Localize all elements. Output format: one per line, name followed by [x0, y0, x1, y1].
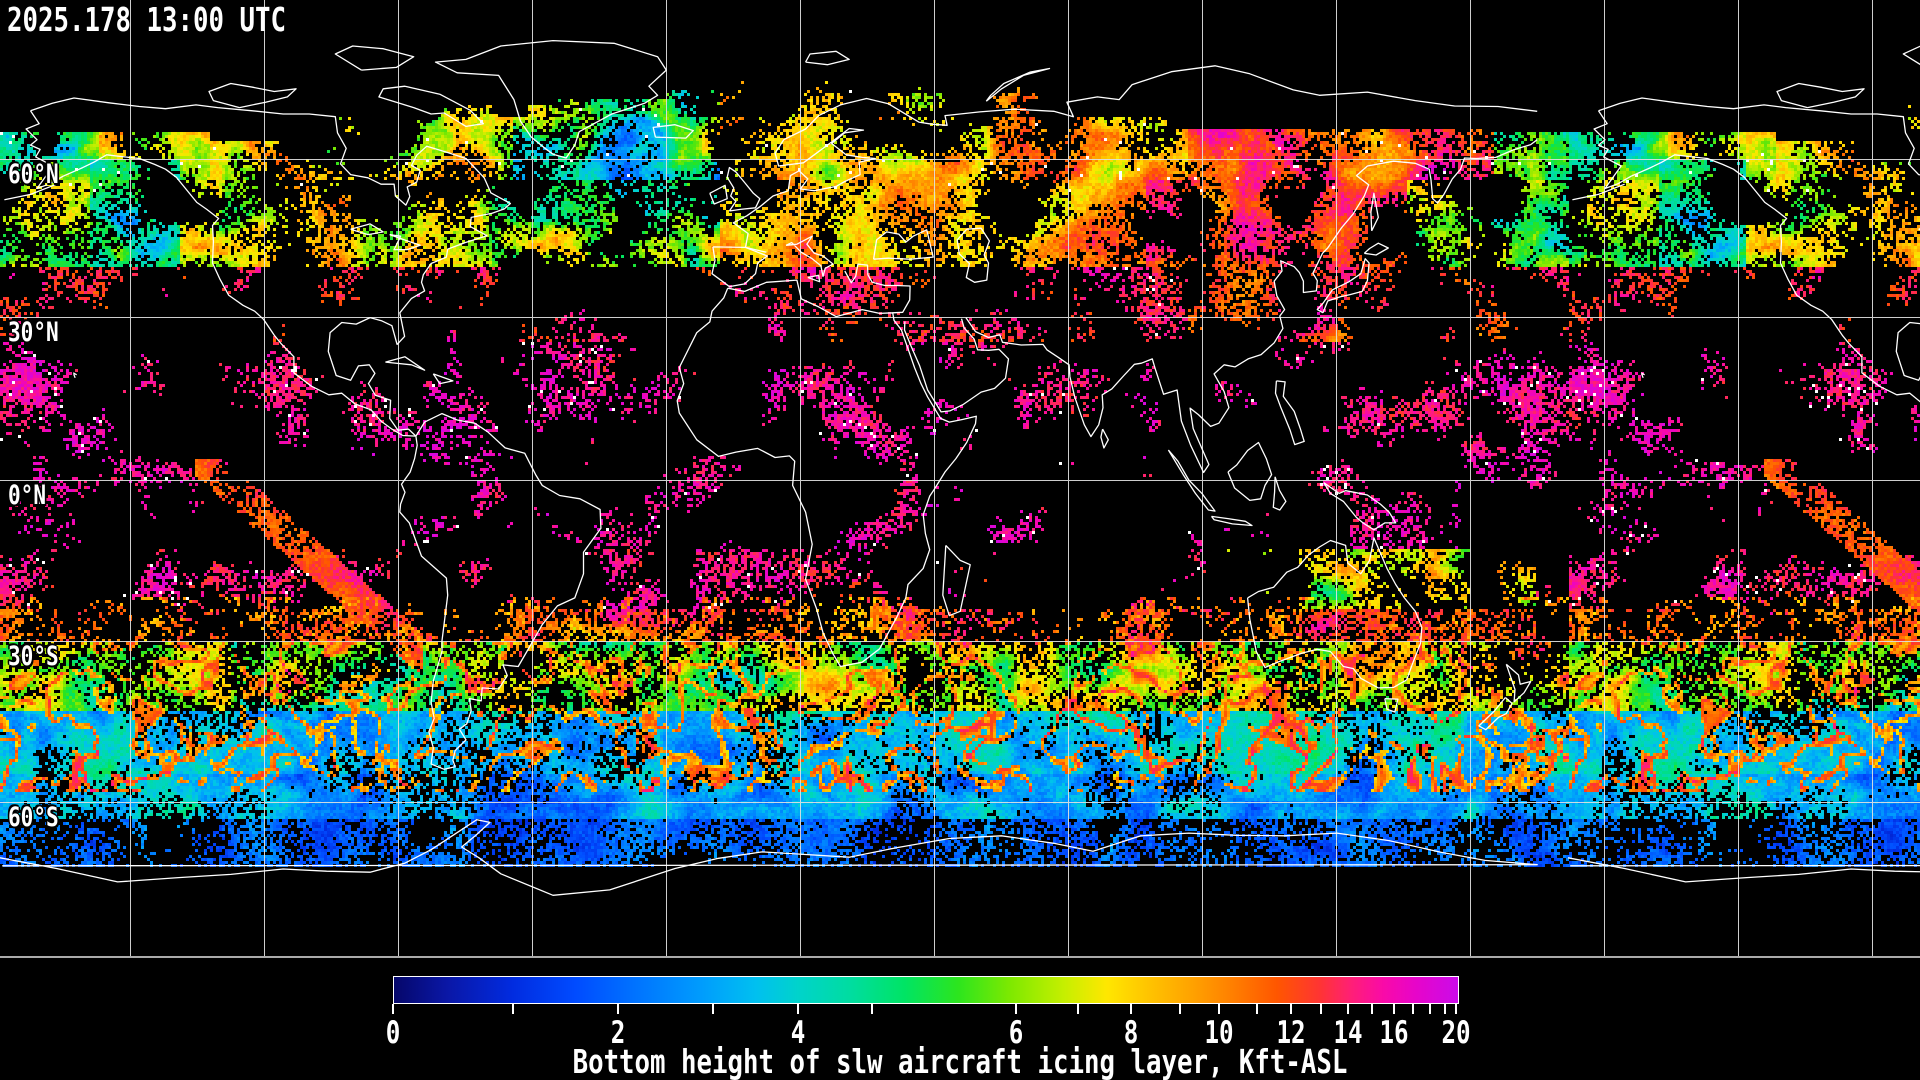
colorbar-tick-label: 4: [790, 1015, 806, 1051]
colorbar-tick: [1179, 1004, 1181, 1014]
colorbar-tick: [1429, 1004, 1431, 1014]
colorbar-tick-label: 8: [1123, 1015, 1139, 1051]
colorbar-tick-label: 16: [1379, 1015, 1409, 1051]
colorbar-tick: [1347, 1004, 1349, 1014]
latitude-label: 30°N: [8, 317, 59, 348]
colorbar-legend: 0 2 4 6 8 10 12 14 16 20 Bottom height of slw air…: [0, 958, 1920, 1080]
colorbar-tick: [797, 1004, 799, 1014]
colorbar-caption: Bottom height of slw aircraft icing laye…: [572, 1042, 1348, 1080]
colorbar-tick: [1412, 1004, 1414, 1014]
timestamp-label: 2025.178 13:00 UTC: [7, 0, 286, 39]
colorbar-tick: [1256, 1004, 1258, 1014]
colorbar-tick-label: 20: [1441, 1015, 1471, 1051]
colorbar-tick: [1218, 1004, 1220, 1014]
colorbar-tick: [1393, 1004, 1395, 1014]
colorbar-tick-label: 6: [1008, 1015, 1024, 1051]
colorbar-tick: [1290, 1004, 1292, 1014]
colorbar-tick-label: 10: [1204, 1015, 1234, 1051]
colorbar-tick: [512, 1004, 514, 1014]
colorbar-tick: [1015, 1004, 1017, 1014]
latitude-label: 30°S: [8, 641, 59, 672]
colorbar-tick: [1130, 1004, 1132, 1014]
colorbar-tick: [392, 1004, 394, 1014]
colorbar-tick: [617, 1004, 619, 1014]
colorbar-tick-label: 0: [385, 1015, 401, 1051]
colorbar-tick: [1444, 1004, 1446, 1014]
colorbar-tick: [1455, 1004, 1457, 1014]
colorbar-tick: [712, 1004, 714, 1014]
latitude-label: 60°N: [8, 159, 59, 190]
colorbar-tick: [1077, 1004, 1079, 1014]
colorbar-tick-label: 2: [610, 1015, 626, 1051]
latitude-label: 60°S: [8, 802, 59, 833]
colorbar-tick-label: 12: [1276, 1015, 1306, 1051]
world-map: 60°N 30°N 0°N 30°S 60°S 2025.178 13:00 UTC: [0, 0, 1920, 958]
colorbar-tick-label: 14: [1333, 1015, 1363, 1051]
colorbar-tick: [1371, 1004, 1373, 1014]
colorbar-tick: [871, 1004, 873, 1014]
colorbar-tick: [1320, 1004, 1322, 1014]
colorbar-gradient: [393, 976, 1459, 1004]
map-bottom-border: [0, 956, 1920, 958]
map-grid-coastlines: [0, 0, 1920, 958]
latitude-label: 0°N: [8, 480, 47, 511]
